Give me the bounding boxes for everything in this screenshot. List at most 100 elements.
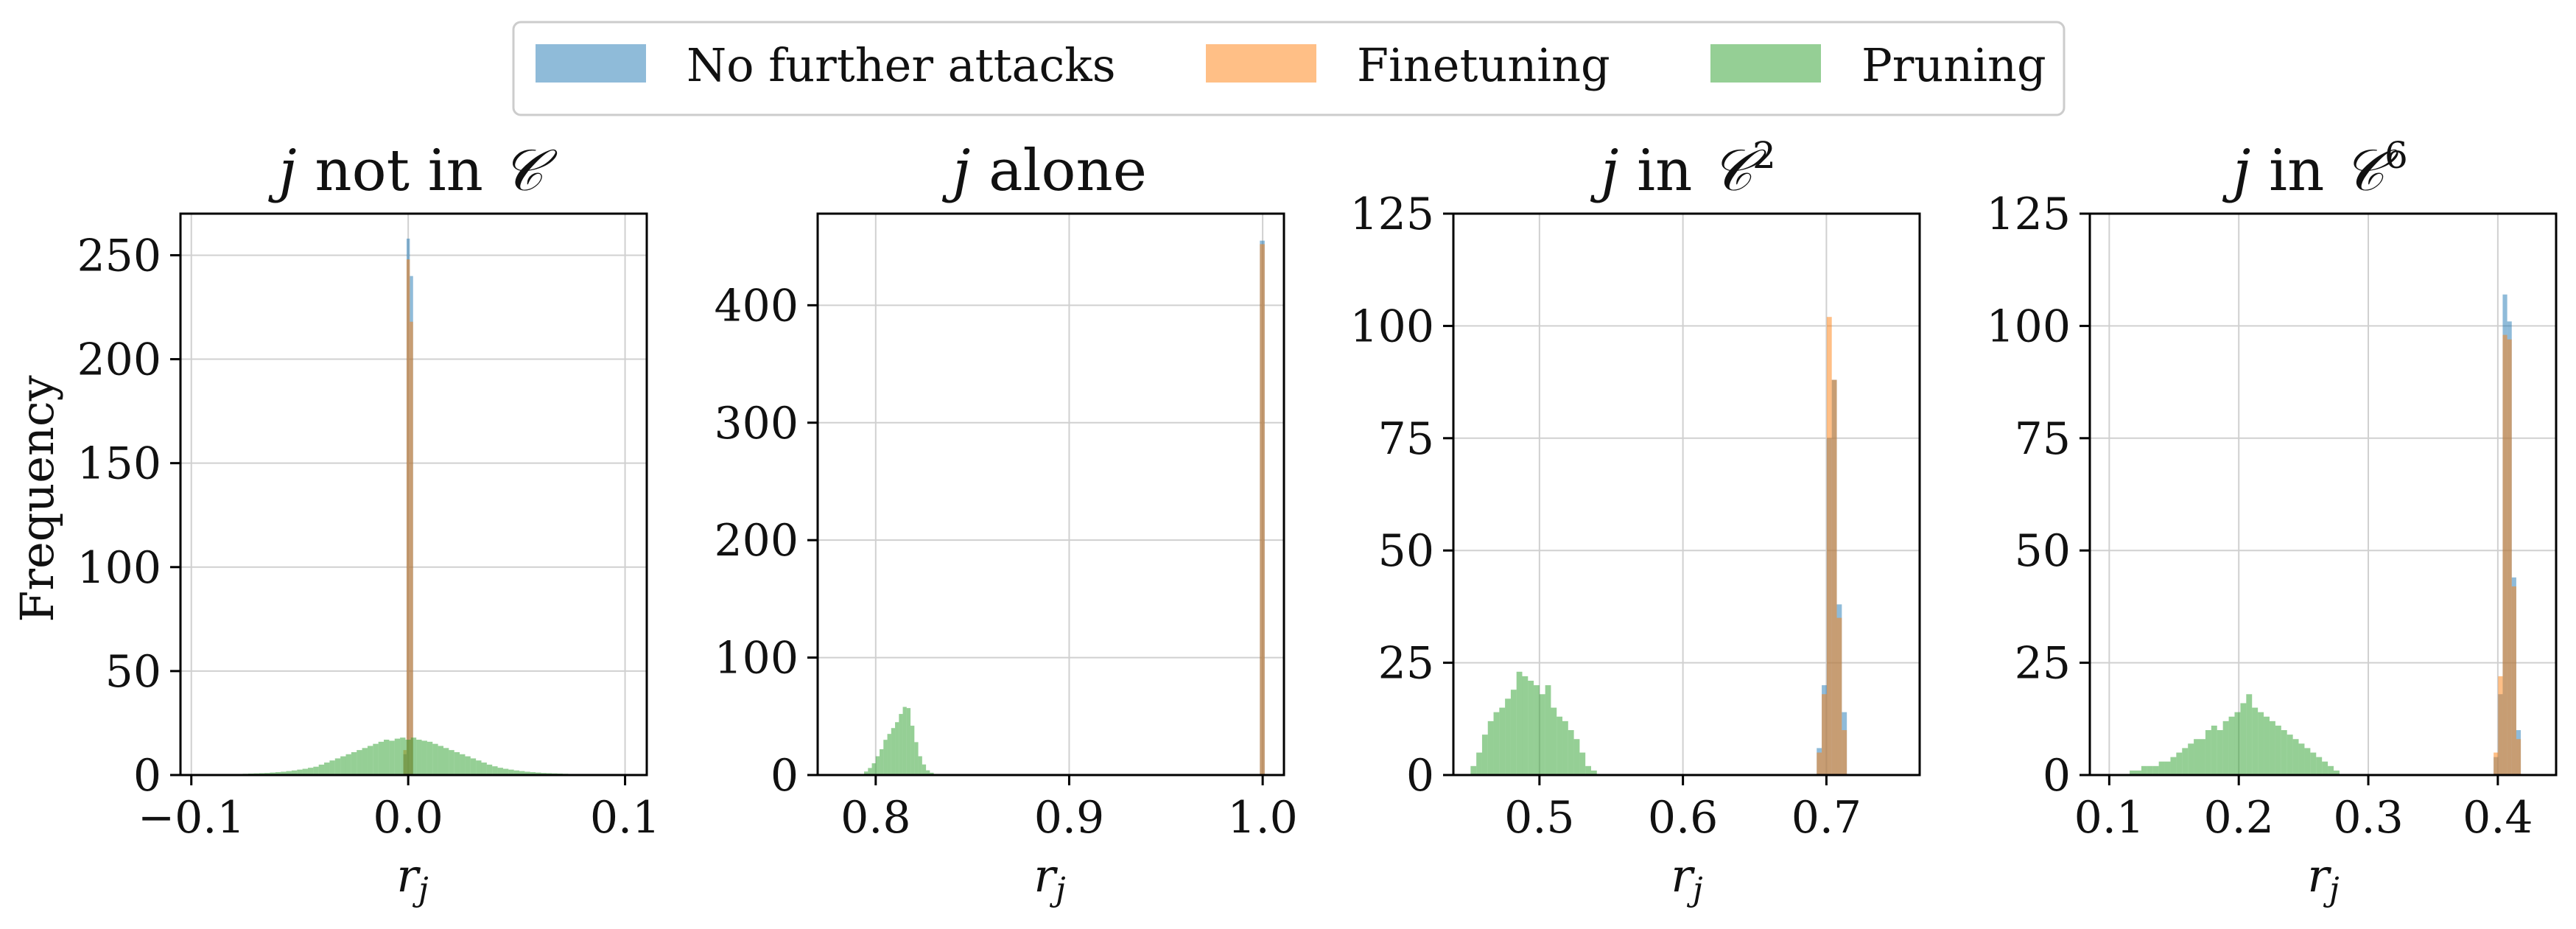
panel-1-bar-pruning-54 [502, 768, 509, 775]
panel-1-bar-pruning-42 [438, 746, 443, 775]
panel-2-bar-pruning-10 [902, 707, 907, 775]
panel-1-bar-pruning-59 [530, 772, 536, 775]
panel-4-bar-pruning-10 [2188, 743, 2194, 775]
panel-4-bar-pruning-14 [2211, 725, 2217, 775]
panel-4-ytick-label-2: 50 [2015, 525, 2071, 577]
panel-4-bar-pruning-18 [2234, 712, 2241, 775]
panel-4-ytick-label-0: 0 [2043, 750, 2071, 802]
panel-2-bar-pruning-17 [930, 772, 934, 775]
panel-3-ytick-label-3: 75 [1378, 413, 1434, 465]
panel-4-bar-pruning-30 [2304, 748, 2311, 775]
panel-4-bar-pruning-23 [2264, 716, 2270, 775]
panel-1-ytick-label-1: 50 [105, 646, 161, 698]
panel-4-plot: 0.1 0.2 0.3 0.4 0 25 50 75 100 125 [1986, 189, 2558, 844]
panel-2-bar-pruning-5 [883, 740, 888, 775]
panel-1-bar-pruning-12 [275, 772, 281, 775]
panel-3-bar-pruning-8 [1516, 671, 1523, 775]
panel-2-ytick-label-2: 200 [714, 515, 799, 567]
panel-4-xtick-label-3: 0.4 [2463, 792, 2533, 844]
panel-1-bar-pruning-37 [410, 737, 417, 775]
panel-1-bar-pruning-22 [329, 760, 335, 775]
panel-4-bar-pruning-11 [2194, 739, 2200, 775]
panel-3-bar-pruning-14 [1551, 707, 1557, 775]
panel-1-axes-frame [179, 212, 648, 776]
panel-1-bar-pruning-15 [291, 770, 298, 775]
legend-swatch-no-further-attacks [536, 44, 646, 83]
panel-2-xtick-label-1: 0.9 [1034, 792, 1104, 844]
panel-3-bar-pruning-2 [1481, 735, 1488, 775]
panel-1-ytick-label-3: 150 [77, 438, 161, 490]
panel-3-xtick-label-1: 0.6 [1648, 792, 1718, 844]
panel-2-ytick-label-1: 100 [714, 633, 799, 684]
legend-swatch-pruning [1710, 44, 1821, 83]
panel-1-bar-pruning-57 [519, 771, 525, 775]
panel-2-title: j alone [941, 138, 1147, 204]
panel-1-bar-pruning-18 [307, 768, 314, 775]
panel-3-ytick-label-2: 50 [1378, 525, 1434, 577]
panel-1-xtick-label-1: 0.0 [373, 792, 443, 844]
legend-label-finetuning: Finetuning [1357, 38, 1610, 92]
panel-2-xtick-label-0: 0.8 [840, 792, 910, 844]
panel-4-bar-pruning-35 [2334, 770, 2340, 775]
panel-4-bar-pruning-3 [2147, 765, 2153, 775]
panel-4-bar-finetuning-3 [2507, 339, 2512, 775]
panel-3-bar-pruning-3 [1487, 721, 1494, 775]
panel-1-bar-pruning-31 [378, 741, 385, 775]
panel-3-plot: 0.5 0.6 0.7 0 25 50 75 100 125 [1350, 189, 1921, 844]
panel-3-bar-pruning-1 [1476, 752, 1482, 775]
panel-3-bar-pruning-10 [1528, 680, 1534, 775]
panel-3-bar-pruning-7 [1510, 690, 1517, 775]
panel-3-bar-pruning-0 [1470, 765, 1477, 775]
panel-4-bar-pruning-31 [2310, 752, 2317, 775]
panel-1-bar-pruning-39 [421, 740, 427, 775]
panel-2-bar-pruning-7 [891, 728, 896, 775]
panel-3-bar-pruning-18 [1573, 739, 1580, 775]
panel-4-bar-pruning-13 [2205, 730, 2211, 775]
panel-1-bar-pruning-60 [536, 772, 541, 775]
panel-3-bar-pruning-16 [1562, 721, 1568, 775]
panel-1-bar-pruning-45 [454, 751, 460, 775]
panel-1-bar-pruning-28 [362, 748, 368, 775]
panel-2-bar-pruning-2 [871, 763, 876, 775]
panel-4-bar-pruning-1 [2135, 770, 2141, 775]
panel-1-bar-pruning-40 [427, 741, 433, 775]
panel-4-ytick-label-3: 75 [2015, 413, 2071, 465]
panel-4-bar-pruning-12 [2200, 739, 2205, 775]
panel-2-bar-pruning-13 [914, 742, 919, 775]
panel-4-bar-pruning-34 [2328, 765, 2334, 775]
panel-1-ytick-label-5: 250 [77, 230, 161, 281]
panel-2-xtick-label-2: 1.0 [1227, 792, 1297, 844]
panel-2-bar-pruning-0 [864, 771, 868, 775]
panel-2-bar-pruning-3 [875, 756, 880, 775]
panel-4-bar-finetuning-5 [2516, 739, 2521, 775]
panel-1-bar-pruning-53 [497, 768, 503, 775]
panel-3-bar-finetuning-0 [1817, 752, 1822, 775]
panel-4-bar-pruning-24 [2269, 721, 2275, 775]
panel-4-xtick-label-2: 0.3 [2333, 792, 2403, 844]
panel-3-bar-pruning-4 [1493, 712, 1500, 775]
panel-1-bar-pruning-11 [270, 772, 276, 775]
panel-1-bar-pruning-19 [313, 766, 319, 775]
panel-3-title: j in 𝒞2 [1590, 134, 1776, 204]
panel-2: j alone 0.8 0.9 1.0 0 100 200 300 400 rj [714, 138, 1297, 908]
panel-1-bar-pruning-16 [297, 769, 303, 775]
panel-1-ytick-label-4: 200 [77, 334, 161, 386]
panel-1-bar-pruning-44 [449, 750, 455, 775]
panel-2-ytick-label-0: 0 [771, 750, 799, 802]
panel-2-bar-pruning-15 [922, 764, 927, 775]
panel-2-bar-pruning-9 [899, 714, 903, 775]
panel-4-title: j in 𝒞6 [2222, 134, 2408, 204]
panel-2-ytick-label-3: 300 [714, 398, 799, 449]
panel-3-bar-pruning-21 [1590, 770, 1597, 775]
panel-2-bar-pruning-4 [880, 749, 884, 775]
panel-2-bar-pruning-16 [926, 770, 930, 775]
panel-1-bar-pruning-32 [384, 740, 390, 775]
panel-4-bar-finetuning-0 [2493, 752, 2499, 775]
panel-2-plot: 0.8 0.9 1.0 0 100 200 300 400 [714, 212, 1298, 844]
panel-1-bar-pruning-47 [465, 756, 471, 775]
panel-4-bar-pruning-26 [2281, 730, 2287, 775]
panel-2-bar-pruning-11 [906, 708, 911, 775]
panel-4-bar-pruning-9 [2182, 748, 2189, 775]
panel-4-bar-pruning-22 [2258, 712, 2264, 775]
